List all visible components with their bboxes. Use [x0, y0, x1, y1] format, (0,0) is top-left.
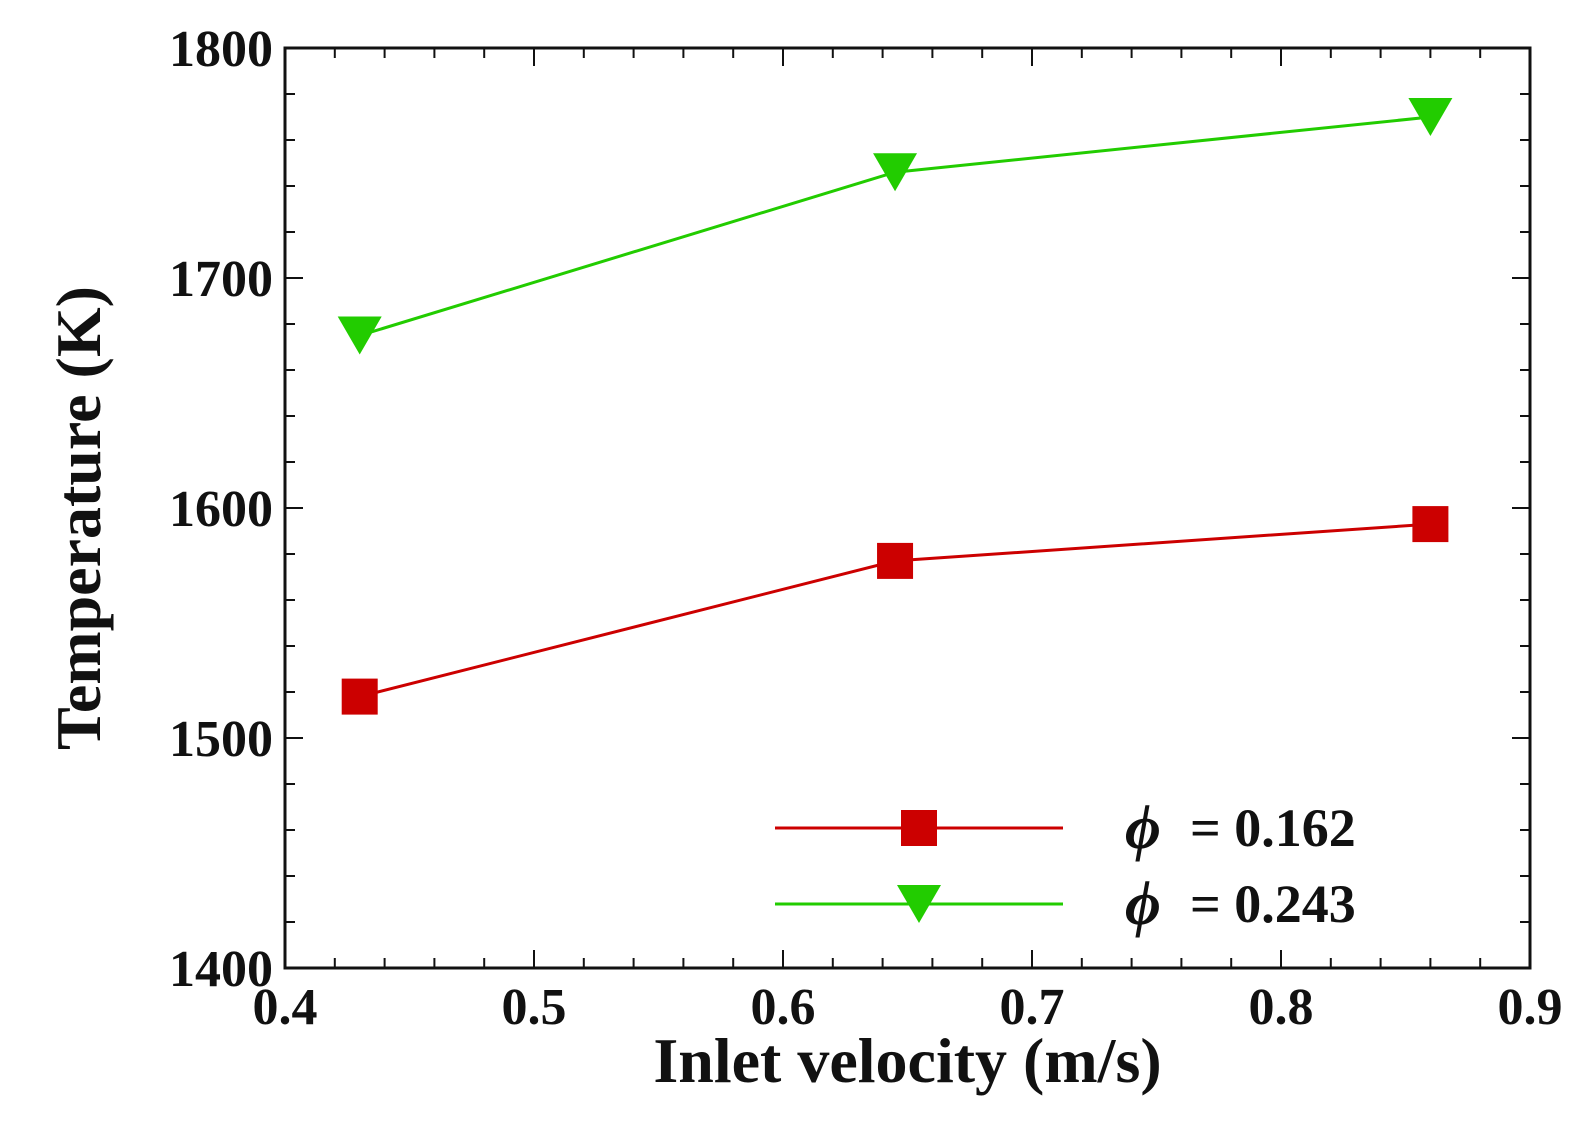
y-tick-label: 1600	[169, 481, 273, 538]
legend-marker-0	[901, 810, 937, 846]
x-tick-label: 0.4	[253, 979, 318, 1036]
legend-label-0: = 0.162	[1190, 798, 1356, 858]
legend-symbol-1: ϕ	[1125, 870, 1161, 938]
legend-symbol-0: ϕ	[1125, 794, 1161, 862]
legend-label-1: = 0.243	[1190, 874, 1356, 934]
series-1-point	[337, 316, 382, 355]
y-tick-label: 1700	[169, 251, 273, 308]
legend-marker-1	[897, 885, 941, 923]
series-1-point	[873, 153, 918, 192]
x-tick-label: 0.6	[751, 979, 816, 1036]
series-line-1	[359, 115, 1431, 337]
plot-frame	[283, 46, 1532, 970]
legend: ϕ = 0.162 ϕ = 0.243	[775, 794, 1356, 938]
series-0-point	[341, 678, 378, 715]
y-tick-label: 1500	[169, 711, 273, 768]
x-axis-title: Inlet velocity (m/s)	[653, 1025, 1161, 1096]
series-1-point	[1408, 98, 1453, 136]
labels-layer: 1400 1500 1600 1700 1800 0.4 0.5 0.6 0.7 0.8 0.9	[169, 21, 1563, 1036]
x-tick-label: 0.8	[1249, 979, 1314, 1036]
series-0-point	[1412, 506, 1449, 543]
y-axis-title: Temperature (K)	[43, 286, 114, 750]
x-tick-label: 0.7	[1000, 979, 1065, 1036]
y-tick-label: 1800	[169, 21, 273, 78]
y-tick-label: 1400	[169, 941, 273, 998]
x-tick-label: 0.5	[502, 979, 567, 1036]
x-tick-label: 0.9	[1498, 979, 1563, 1036]
series-0-point	[877, 542, 914, 579]
ticks-layer	[284, 47, 1531, 969]
series-layer	[337, 98, 1453, 715]
